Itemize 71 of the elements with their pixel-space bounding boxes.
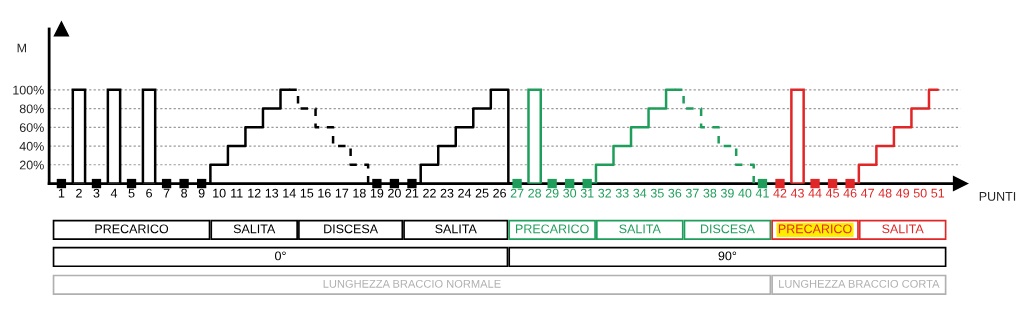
x-tick-label: 21 — [405, 188, 419, 198]
x-tick-label: 3 — [93, 188, 100, 198]
text: SALITA — [435, 224, 477, 234]
x-tick-label: 42 — [773, 188, 787, 198]
x-tick-label: 10 — [213, 188, 226, 198]
x-tick-label: 1 — [58, 188, 65, 198]
x-tick-label: 46 — [843, 188, 857, 198]
text: SALITA — [619, 224, 661, 234]
y-tick-label: 40% — [19, 141, 44, 151]
x-tick-label: 17 — [335, 188, 349, 198]
x-tick-label: 26 — [493, 188, 506, 198]
y-tick-label: 60% — [19, 123, 44, 132]
x-tick-label: 6 — [146, 188, 152, 198]
text: LUNGHEZZA BRACCIO NORMALE — [323, 279, 501, 288]
x-tick-label: 24 — [458, 188, 472, 198]
y-tick-label: 100% — [13, 85, 44, 95]
text: LUNGHEZZA BRACCIO CORTA — [779, 279, 940, 288]
x-tick-label: 51 — [931, 188, 945, 198]
x-tick-label: 23 — [440, 188, 454, 198]
x-tick-label: 44 — [808, 188, 822, 198]
x-tick-label: 36 — [668, 188, 682, 198]
x-tick-label: 19 — [370, 188, 384, 198]
x-tick-label: 50 — [913, 188, 927, 198]
text: PRECARICO — [516, 224, 589, 234]
x-tick-label: 48 — [878, 188, 892, 198]
x-tick-label: 11 — [231, 188, 243, 198]
x-tick-label: 35 — [650, 188, 664, 198]
x-tick-label: 49 — [896, 188, 910, 198]
x-tick-label: 45 — [825, 188, 839, 198]
x-tick-label: 30 — [563, 188, 577, 198]
y-tick-label: 80% — [19, 104, 44, 114]
x-tick-label: 16 — [318, 188, 331, 198]
x-tick-label: 15 — [300, 188, 314, 198]
x-tick-label: 31 — [580, 188, 594, 198]
text: 90° — [718, 251, 737, 261]
y-tick-label: 20% — [19, 160, 44, 170]
x-tick-label: 32 — [598, 188, 612, 198]
x-tick-label: 25 — [475, 188, 489, 198]
x-tick-label: 33 — [615, 188, 629, 198]
x-axis-title: PUNTI — [979, 192, 1016, 201]
text: PRECARICO — [95, 224, 169, 234]
x-tick-label: 40 — [738, 188, 752, 198]
x-tick-label: 7 — [163, 188, 170, 198]
x-tick-label: 20 — [388, 188, 401, 198]
x-tick-label: 34 — [633, 188, 647, 198]
x-tick-label: 9 — [198, 188, 205, 198]
x-tick-label: 13 — [265, 188, 279, 198]
x-tick-label: 14 — [283, 188, 296, 198]
text: PRECARICO — [778, 224, 852, 234]
x-tick-label: 41 — [755, 188, 769, 198]
text: SALITA — [882, 224, 924, 234]
x-tick-label: 18 — [353, 188, 366, 198]
x-tick-label: 4 — [110, 188, 118, 198]
x-tick-label: 38 — [703, 188, 717, 198]
x-tick-label: 22 — [423, 188, 436, 198]
x-tick-label: 29 — [545, 188, 559, 198]
text: DISCESA — [324, 224, 379, 234]
x-tick-label: 39 — [720, 188, 734, 198]
x-tick-label: 27 — [510, 188, 524, 198]
x-tick-label: 47 — [860, 188, 874, 198]
x-tick-label: 8 — [181, 188, 188, 198]
x-tick-label: 12 — [248, 188, 261, 198]
x-tick-label: 2 — [76, 188, 82, 198]
text: 0° — [275, 251, 286, 261]
x-tick-label: 43 — [790, 188, 804, 198]
x-tick-label: 37 — [685, 188, 699, 198]
text: DISCESA — [701, 224, 755, 234]
x-tick-label: 28 — [528, 188, 542, 198]
x-tick-label: 5 — [128, 188, 135, 198]
y-axis-title: M — [17, 43, 26, 53]
text: SALITA — [233, 224, 276, 234]
